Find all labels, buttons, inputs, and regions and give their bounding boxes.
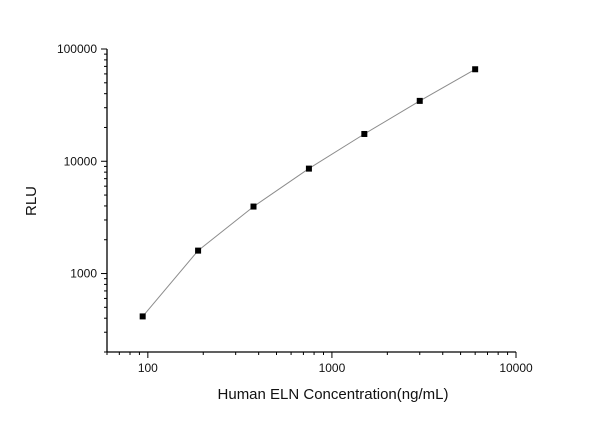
y-tick-label: 10000 (64, 154, 98, 168)
y-axis-label: RLU (23, 186, 40, 216)
x-tick-label: 10000 (499, 361, 533, 375)
x-tick-label: 1000 (319, 361, 346, 375)
data-point-marker (472, 66, 479, 73)
y-tick-label: 100000 (57, 42, 97, 56)
data-point-marker (416, 97, 423, 104)
data-point-marker (361, 130, 368, 137)
y-tick-label: 1000 (70, 267, 97, 281)
data-point-marker (250, 203, 257, 210)
curve-line (142, 68, 476, 317)
data-point-marker (139, 313, 146, 320)
x-tick-label: 100 (138, 361, 158, 375)
data-series (139, 66, 479, 320)
data-point-marker (195, 247, 202, 254)
data-point-marker (305, 165, 312, 172)
x-axis-label: Human ELN Concentration(ng/mL) (218, 386, 449, 403)
axes: 100 1000 10000 1000 10000 100000 (57, 42, 533, 375)
